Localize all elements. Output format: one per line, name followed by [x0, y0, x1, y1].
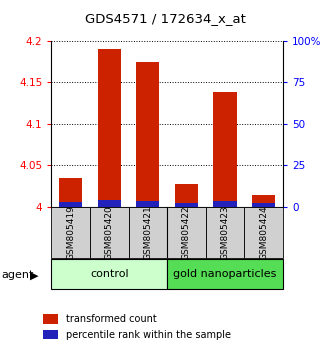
Bar [59, 178, 82, 207]
Bar [175, 184, 198, 207]
Bar [252, 203, 275, 207]
Bar [175, 203, 198, 207]
Bar [98, 200, 121, 207]
Text: GSM805419: GSM805419 [66, 205, 75, 260]
Bar [136, 201, 160, 207]
Bar [167, 259, 283, 289]
Text: control: control [90, 269, 128, 279]
Bar [136, 62, 160, 207]
Text: ▶: ▶ [30, 270, 38, 280]
Text: percentile rank within the sample: percentile rank within the sample [66, 330, 231, 339]
Bar [244, 207, 283, 258]
Text: GDS4571 / 172634_x_at: GDS4571 / 172634_x_at [85, 12, 246, 25]
Bar [206, 207, 244, 258]
Text: transformed count: transformed count [66, 314, 157, 324]
Bar [128, 207, 167, 258]
Bar [213, 92, 237, 207]
Text: GSM805420: GSM805420 [105, 205, 114, 260]
Bar [51, 207, 90, 258]
Text: GSM805424: GSM805424 [259, 205, 268, 260]
Bar [59, 202, 82, 207]
Bar [213, 201, 237, 207]
Bar [90, 207, 128, 258]
Text: GSM805422: GSM805422 [182, 205, 191, 260]
Text: GSM805421: GSM805421 [143, 205, 152, 260]
Bar [51, 259, 167, 289]
Bar [252, 195, 275, 207]
Text: GSM805423: GSM805423 [220, 205, 230, 260]
Text: gold nanoparticles: gold nanoparticles [173, 269, 277, 279]
Bar [98, 49, 121, 207]
Text: agent: agent [2, 270, 34, 280]
Bar [167, 207, 206, 258]
